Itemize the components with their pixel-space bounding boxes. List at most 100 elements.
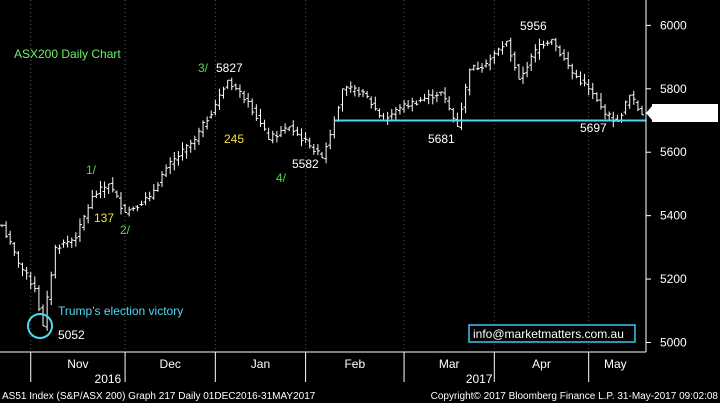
price-bar [4,221,9,239]
price-bar [114,190,119,198]
price-bar [356,86,361,98]
price-bar [225,79,230,89]
price-bar [160,171,164,187]
price-bar [598,93,603,110]
price-bar [471,64,476,71]
price-bar [627,94,632,109]
price-bar [73,232,78,247]
price-bar [603,104,608,120]
price-bar [492,50,497,64]
last-price-value: 5717.8862 [655,107,712,121]
x-tick-labels: Nov 2016 Dec Jan Feb Mar 2017 Apr May [30,352,627,386]
price-bar [365,90,370,99]
price-bar [57,244,62,254]
price-bar [594,92,599,102]
price-bar [250,98,255,116]
price-bar [340,88,345,112]
price-bar [377,108,382,118]
retrace-245-label: 245 [224,132,244,146]
last-price-pointer [646,106,652,120]
price-bar [324,142,329,164]
price-bar [0,224,4,228]
price-bar [352,85,357,97]
price-bar [475,61,480,71]
election-event-label: Trump's election victory [58,304,183,318]
price-bar [557,45,562,57]
price-bar [348,81,353,93]
price-bar [110,177,115,193]
price-bar [139,200,144,206]
price-bar [463,83,468,114]
price-bar [414,100,419,106]
price-bar [426,89,431,105]
price-bar [590,82,595,100]
wave-3-label: 3/ [198,61,209,75]
price-bar [143,192,148,206]
price-bar [118,192,123,215]
election-low-circle [27,313,53,339]
price-bar [106,183,111,194]
price-bar [274,130,279,143]
price-bar [172,152,177,171]
price-bar [582,73,587,87]
price-bar [61,239,66,248]
email-box [468,324,636,343]
price-bar [553,37,558,52]
footer-left: AS51 Index (S&P/ASX 200) Graph 217 Daily… [2,391,316,402]
price-bar [500,41,505,55]
price-bar [512,51,517,71]
price-bar [151,184,156,200]
last-price-tag: 5717.8862 [646,104,718,122]
price-bar [361,88,366,98]
price-bar [516,63,521,80]
price-bar [20,262,25,277]
price-bar [287,126,292,132]
price-bar [537,38,542,60]
low-5681-label: 5681 [428,132,455,146]
price-bar [303,132,308,144]
month-label: Jan [251,357,270,371]
footer-bar [0,387,720,403]
price-bar [541,40,546,49]
month-label: Mar [439,357,460,371]
price-bar [574,69,579,79]
price-bar [266,127,271,141]
price-bar [315,144,320,156]
price-bar [373,96,378,111]
price-bar [521,66,526,84]
price-bar [98,180,103,199]
price-bar [635,100,640,112]
price-bar [488,54,493,71]
price-bar [221,86,226,99]
price-bar [307,137,312,149]
price-bar [135,205,140,212]
price-bar [484,59,489,68]
price-bar [406,100,411,109]
price-bar [188,139,193,153]
price-bar [578,71,583,86]
price-bar [94,190,99,199]
price-bar [389,108,394,120]
price-bar [217,88,222,110]
price-bar [229,77,234,91]
price-bar [147,191,152,202]
price-bar [201,120,206,138]
wave-2-label: 2/ [120,223,131,237]
price-bar [246,92,251,108]
price-bar [508,37,513,62]
month-label: Nov [67,357,88,371]
price-bar [82,214,87,231]
price-bar [586,79,591,96]
price-bar [447,96,452,111]
y-tick-label: 5800 [660,82,687,96]
y-tick-label: 5600 [660,145,687,159]
price-bar [410,97,415,112]
price-bar [467,68,472,96]
price-bar [291,120,296,136]
price-bar [438,91,443,96]
price-bar [278,125,283,138]
price-bar [283,123,288,134]
price-bar [402,99,407,113]
price-bar [213,99,218,116]
